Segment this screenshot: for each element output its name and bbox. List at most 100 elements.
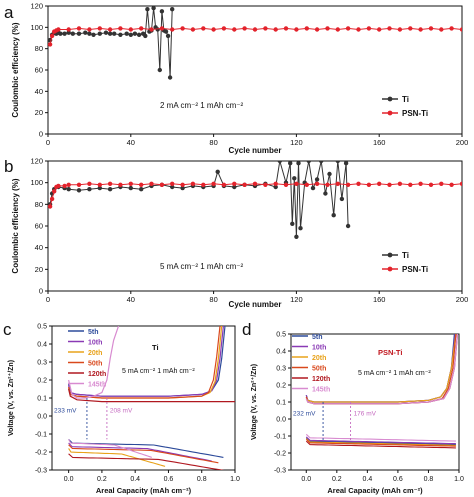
data-point	[294, 27, 299, 32]
y-tick-label: -0.3	[35, 468, 47, 475]
legend-label: 20th	[88, 350, 102, 357]
data-point	[418, 27, 423, 32]
data-point	[288, 161, 293, 166]
data-point	[304, 26, 309, 31]
legend-marker	[387, 110, 393, 116]
data-point	[66, 182, 71, 187]
series-line-10th	[68, 326, 224, 397]
data-point	[118, 32, 123, 37]
data-point	[128, 32, 133, 37]
data-point	[76, 188, 82, 193]
legend-label: 50th	[88, 360, 102, 367]
data-point	[418, 181, 423, 186]
series-line-ti	[49, 161, 349, 237]
data-point	[97, 182, 103, 187]
data-point	[331, 213, 336, 218]
data-point	[211, 181, 216, 186]
data-point	[103, 30, 109, 35]
y-tick-label: 0.4	[37, 342, 47, 349]
discharge-curve	[305, 436, 456, 445]
y-tick-label: 0	[39, 130, 43, 139]
data-point	[56, 183, 61, 189]
legend-label: 50th	[312, 365, 326, 372]
data-point	[314, 27, 320, 32]
data-point	[306, 161, 311, 164]
x-tick-label: 120	[290, 295, 303, 304]
legend-label: Ti	[402, 251, 409, 260]
discharge-curve	[68, 439, 152, 458]
panel-a: a 0 40 80 120 160 200 0 20 40 60 80 100 120 Cycle numb…	[4, 2, 468, 156]
data-point	[387, 26, 392, 31]
data-point	[242, 182, 247, 187]
series-line-50th	[68, 326, 221, 399]
data-point	[201, 182, 206, 187]
y-tick-label: 40	[35, 87, 43, 96]
x-tick-label: 40	[127, 138, 135, 147]
data-point	[273, 27, 278, 32]
overpotential-label: 176 mV	[354, 411, 377, 418]
data-point	[128, 27, 133, 32]
data-point	[107, 181, 113, 186]
x-tick-label: 0.0	[64, 476, 74, 483]
panel-c: c 0.0 0.2 0.4 0.6 0.8 1.0 -0.3 -0.2 -0.1 0.0 0.1 0.2…	[3, 320, 240, 495]
legend-label: 5th	[88, 329, 99, 336]
condition-annotation: 5 mA cm⁻² 1 mAh cm⁻²	[122, 368, 195, 375]
x-tick-label: 0	[46, 295, 50, 304]
y-tick-label: 120	[30, 157, 43, 166]
data-point	[304, 182, 309, 187]
data-point	[377, 181, 382, 186]
x-tick-label: 0.4	[362, 476, 372, 483]
data-point	[273, 181, 278, 186]
data-point	[52, 189, 57, 194]
data-layer	[68, 326, 235, 470]
data-point	[139, 187, 144, 192]
data-point	[170, 7, 175, 12]
legend-label: Ti	[402, 95, 409, 104]
data-point	[319, 161, 324, 164]
x-tick-label: 0.2	[97, 476, 107, 483]
data-point	[149, 181, 154, 186]
data-point	[459, 181, 462, 186]
y-tick-label: 40	[35, 243, 43, 252]
data-point	[112, 31, 117, 36]
data-point	[428, 182, 434, 187]
data-point	[180, 182, 185, 187]
data-point	[76, 31, 82, 36]
x-axis-label: Areal Capacity (mAh cm⁻²)	[327, 486, 423, 495]
panel-letter: b	[4, 157, 13, 176]
data-point	[163, 29, 169, 34]
data-point	[143, 33, 148, 39]
data-point	[310, 185, 316, 191]
condition-annotation: 5 mA cm⁻² 1 mAh cm⁻²	[358, 370, 431, 377]
panel-b: b 0 40 80 120 160 200 0 20 40 60 80 100 120 Cycle numb…	[4, 157, 468, 310]
y-tick-label: 80	[35, 200, 43, 209]
plot-frame	[47, 160, 463, 292]
legend-label: PSN-Ti	[402, 265, 428, 274]
legend-marker	[387, 266, 393, 272]
data-point	[62, 183, 67, 189]
panel-title: Ti	[152, 343, 159, 352]
legend-label: PSN-Ti	[402, 109, 428, 118]
condition-annotation: 2 mA cm⁻² 1 mAh cm⁻²	[160, 101, 243, 110]
data-point	[343, 161, 349, 166]
discharge-curve	[305, 439, 456, 447]
data-point	[132, 31, 138, 36]
data-point	[283, 26, 289, 31]
x-tick-label: 40	[127, 295, 135, 304]
legend-label: 145th	[88, 381, 106, 388]
panel-title: PSN-Ti	[378, 348, 402, 357]
discharge-curve	[68, 439, 224, 458]
x-axis-label: Cycle number	[229, 146, 282, 155]
legend-label: 120th	[88, 371, 106, 378]
data-point	[97, 26, 103, 31]
data-point	[149, 27, 154, 32]
data-point	[263, 182, 268, 187]
x-tick-label: 0.0	[301, 476, 311, 483]
data-point	[91, 32, 96, 37]
data-point	[58, 31, 63, 36]
data-point	[232, 27, 237, 32]
data-point	[136, 32, 142, 37]
y-axis-label: Coulombic efficiency (%)	[11, 22, 20, 117]
y-tick-label: 20	[35, 265, 43, 274]
x-axis-label: Areal Capacity (mAh cm⁻²)	[96, 486, 192, 495]
